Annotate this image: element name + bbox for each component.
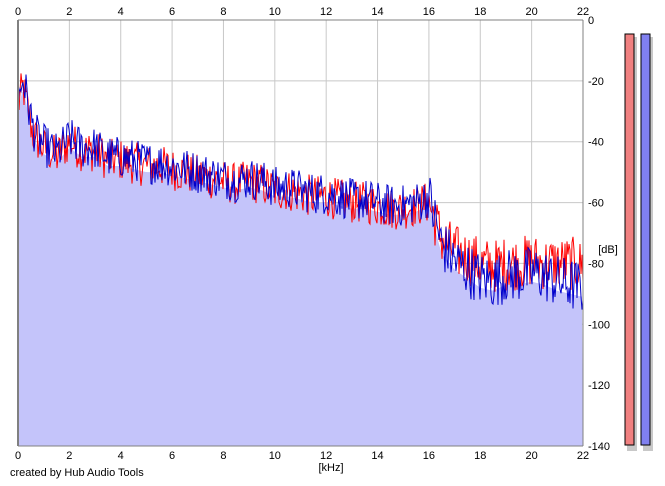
series-line-2	[17, 74, 584, 310]
x-tick-label-bottom: 2	[66, 450, 72, 462]
x-tick-label-top: 10	[269, 6, 281, 18]
y-axis-label: [dB]	[598, 244, 618, 256]
spectrum-series	[17, 73, 584, 310]
credit-text: created by Hub Audio Tools	[10, 467, 144, 479]
level-meters	[624, 33, 653, 451]
x-tick-label-top: 8	[220, 6, 226, 18]
x-tick-label-bottom: 18	[474, 450, 486, 462]
x-tick-label-bottom: 16	[423, 450, 435, 462]
y-tick-label: -120	[588, 380, 610, 392]
x-tick-label-bottom: 0	[15, 450, 21, 462]
y-tick-label: -20	[588, 76, 604, 88]
x-axis-label: [kHz]	[318, 462, 343, 474]
y-tick-label: -140	[588, 441, 610, 453]
x-tick-label-top: 22	[577, 6, 589, 18]
y-tick-label: -40	[588, 137, 604, 149]
level-meter-1	[624, 33, 635, 446]
x-tick-label-top: 2	[66, 6, 72, 18]
spectrum-area	[18, 91, 583, 446]
x-tick-label-top: 14	[371, 6, 383, 18]
spectrum-fill	[18, 91, 583, 446]
x-tick-label-top: 6	[169, 6, 175, 18]
x-tick-label-bottom: 10	[269, 450, 281, 462]
x-tick-label-bottom: 8	[220, 450, 226, 462]
level-meter-2	[640, 33, 651, 446]
tick-labels: 002244668810101212141416161818202022220-…	[15, 6, 610, 462]
x-tick-label-bottom: 4	[118, 450, 124, 462]
x-tick-label-bottom: 12	[320, 450, 332, 462]
x-tick-label-bottom: 22	[577, 450, 589, 462]
y-tick-label: -100	[588, 319, 610, 331]
axes	[17, 19, 584, 447]
y-tick-label: -60	[588, 198, 604, 210]
y-tick-label: -80	[588, 258, 604, 270]
x-tick-label-top: 20	[526, 6, 538, 18]
x-tick-label-top: 0	[15, 6, 21, 18]
x-tick-label-top: 4	[118, 6, 124, 18]
y-tick-label: 0	[588, 15, 594, 27]
x-tick-label-top: 18	[474, 6, 486, 18]
x-tick-label-bottom: 6	[169, 450, 175, 462]
x-tick-label-top: 16	[423, 6, 435, 18]
x-tick-label-bottom: 20	[526, 450, 538, 462]
x-tick-label-bottom: 14	[371, 450, 383, 462]
x-tick-label-top: 12	[320, 6, 332, 18]
